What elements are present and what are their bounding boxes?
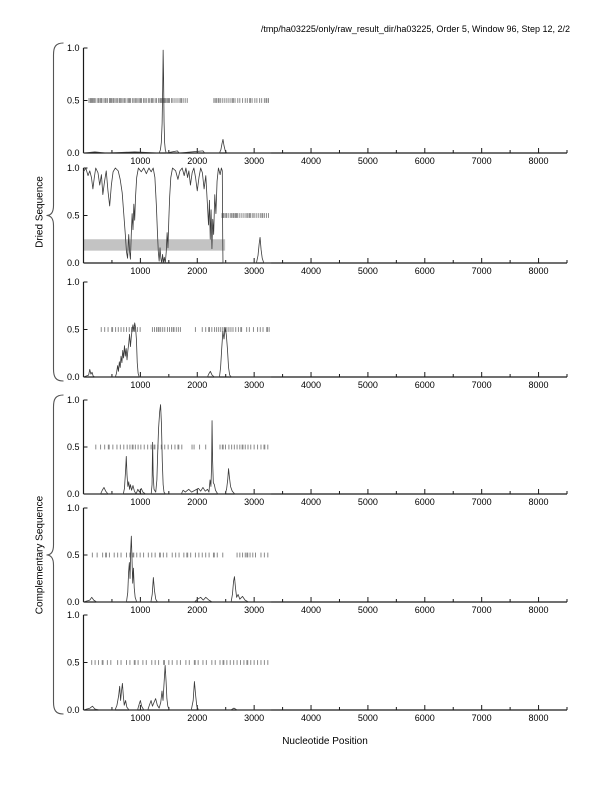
- group-brace: [46, 42, 64, 382]
- svg-text:0.0: 0.0: [67, 597, 80, 607]
- svg-text:0.0: 0.0: [67, 258, 80, 268]
- svg-text:0.5: 0.5: [67, 658, 80, 668]
- svg-text:0.5: 0.5: [67, 325, 80, 335]
- svg-text:8000: 8000: [529, 266, 549, 276]
- svg-text:3000: 3000: [244, 380, 264, 390]
- svg-text:5000: 5000: [358, 380, 378, 390]
- svg-text:5000: 5000: [358, 605, 378, 615]
- svg-text:4000: 4000: [301, 266, 321, 276]
- svg-text:3000: 3000: [244, 713, 264, 723]
- svg-text:7000: 7000: [472, 497, 492, 507]
- svg-text:0.0: 0.0: [67, 372, 80, 382]
- profile-curve: [83, 404, 272, 495]
- svg-text:1.0: 1.0: [67, 503, 80, 513]
- svg-text:6000: 6000: [415, 380, 435, 390]
- svg-text:0.5: 0.5: [67, 211, 80, 221]
- svg-text:4000: 4000: [301, 380, 321, 390]
- highlight-band: [83, 239, 226, 251]
- svg-text:7000: 7000: [472, 713, 492, 723]
- svg-text:2000: 2000: [187, 713, 207, 723]
- svg-text:1000: 1000: [130, 713, 150, 723]
- profile-curve: [83, 535, 272, 603]
- svg-text:3000: 3000: [244, 156, 264, 166]
- svg-text:6000: 6000: [415, 266, 435, 276]
- svg-text:8000: 8000: [529, 497, 549, 507]
- svg-text:3000: 3000: [244, 605, 264, 615]
- panel-dried-1: 1.0 0.5 0.0 1000 2000 3000 4000 5000 6000 7000 800…: [67, 43, 568, 166]
- svg-text:2000: 2000: [187, 266, 207, 276]
- svg-text:1000: 1000: [130, 380, 150, 390]
- panel-complementary-3: 1.0 0.5 0.0 1000 2000 3000 4000 5000 6000 7000 800…: [67, 610, 568, 723]
- svg-text:1000: 1000: [130, 497, 150, 507]
- svg-text:6000: 6000: [415, 497, 435, 507]
- svg-text:1.0: 1.0: [67, 163, 80, 173]
- svg-text:0.0: 0.0: [67, 705, 80, 715]
- panel-dried-2: 1.0 0.5 0.0 1000 2000 3000 4000 5000 6000 7000 800…: [67, 163, 568, 276]
- svg-text:2000: 2000: [187, 156, 207, 166]
- svg-text:6000: 6000: [415, 605, 435, 615]
- panel-complementary-2: 1.0 0.5 0.0 1000 2000 3000 4000 5000 6000 7000 800…: [67, 503, 568, 615]
- svg-text:7000: 7000: [472, 156, 492, 166]
- svg-text:4000: 4000: [301, 497, 321, 507]
- svg-text:7000: 7000: [472, 266, 492, 276]
- panel-dried-3: 1.0 0.5 0.0 1000 2000 3000 4000 5000 6000 7000 800…: [67, 277, 568, 390]
- svg-text:1.0: 1.0: [67, 610, 80, 620]
- svg-text:1.0: 1.0: [67, 395, 80, 405]
- svg-text:2000: 2000: [187, 380, 207, 390]
- svg-text:4000: 4000: [301, 605, 321, 615]
- svg-text:8000: 8000: [529, 713, 549, 723]
- svg-text:3000: 3000: [244, 497, 264, 507]
- svg-text:1000: 1000: [130, 266, 150, 276]
- svg-text:1000: 1000: [130, 156, 150, 166]
- svg-text:6000: 6000: [415, 156, 435, 166]
- svg-text:8000: 8000: [529, 380, 549, 390]
- group-label-dried-sequence: Dried Sequence: [34, 176, 46, 248]
- svg-text:1000: 1000: [130, 605, 150, 615]
- svg-text:0.5: 0.5: [67, 96, 80, 106]
- svg-text:2000: 2000: [187, 497, 207, 507]
- profile-curve: [83, 322, 272, 378]
- svg-text:5000: 5000: [358, 497, 378, 507]
- svg-text:5000: 5000: [358, 713, 378, 723]
- svg-text:0.0: 0.0: [67, 489, 80, 499]
- svg-text:8000: 8000: [529, 156, 549, 166]
- svg-text:1.0: 1.0: [67, 277, 80, 287]
- panel-complementary-1: 1.0 0.5 0.0 1000 2000 3000 4000 5000 6000 7000 800…: [67, 395, 568, 507]
- svg-text:0.5: 0.5: [67, 442, 80, 452]
- x-axis-label: Nucleotide Position: [282, 736, 368, 747]
- profile-curve: [83, 167, 272, 264]
- svg-text:5000: 5000: [358, 266, 378, 276]
- svg-text:0.5: 0.5: [67, 550, 80, 560]
- profile-curve: [83, 664, 272, 711]
- svg-text:3000: 3000: [244, 266, 264, 276]
- svg-text:6000: 6000: [415, 713, 435, 723]
- profile-curve: [83, 49, 272, 154]
- svg-text:4000: 4000: [301, 156, 321, 166]
- svg-text:8000: 8000: [529, 605, 549, 615]
- group-brace: [46, 394, 64, 715]
- svg-text:0.0: 0.0: [67, 148, 80, 158]
- svg-text:4000: 4000: [301, 713, 321, 723]
- svg-text:7000: 7000: [472, 380, 492, 390]
- plot-title: /tmp/ha03225/only/raw_result_dir/ha03225…: [260, 24, 570, 34]
- svg-text:2000: 2000: [187, 605, 207, 615]
- svg-text:7000: 7000: [472, 605, 492, 615]
- svg-text:5000: 5000: [358, 156, 378, 166]
- svg-text:1.0: 1.0: [67, 43, 80, 53]
- group-label-complementary-sequence: Complementary Sequence: [34, 495, 46, 615]
